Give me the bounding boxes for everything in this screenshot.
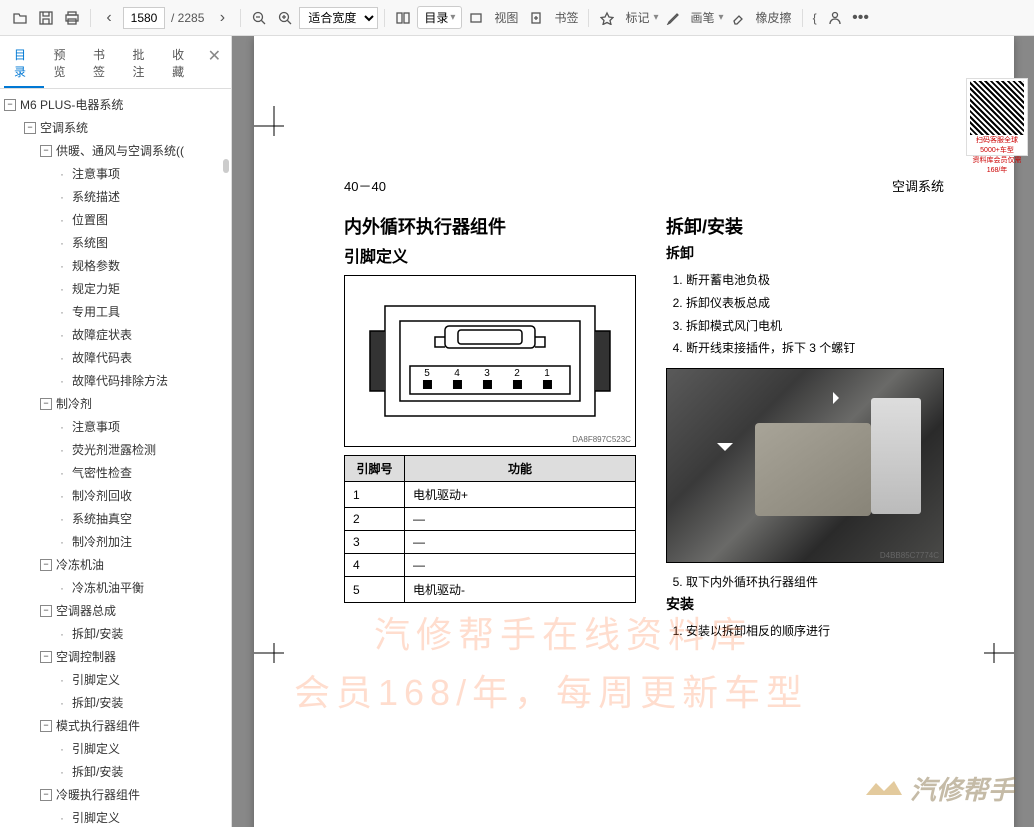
tree-item[interactable]: ·引脚定义 — [0, 668, 231, 691]
tree-item[interactable]: ·系统描述 — [0, 185, 231, 208]
heading-3b: 安装 — [666, 594, 944, 614]
tree-item[interactable]: ·专用工具 — [0, 300, 231, 323]
pin-table: 引脚号功能 1电机驱动+2—3—4—5电机驱动- — [344, 455, 636, 603]
logo-watermark: 汽修帮手 — [864, 770, 1014, 807]
heading-1b: 拆卸/安装 — [666, 213, 944, 239]
diagram-label: DA8F897C523C — [572, 435, 631, 444]
heading-2: 引脚定义 — [344, 243, 636, 267]
tree-item[interactable]: ·规格参数 — [0, 254, 231, 277]
table-row: 5电机驱动- — [345, 577, 636, 603]
tree-item[interactable]: −空调系统 — [0, 116, 231, 139]
toolbar: ‹ / 2285 › 适合宽度 目录▾ 视图 书签 标记▾ 画笔▾ 橡皮擦 { … — [0, 0, 1034, 36]
tree-item[interactable]: ·制冷剂回收 — [0, 484, 231, 507]
mark-icon[interactable] — [595, 6, 619, 30]
tab-annotations[interactable]: 批注 — [123, 40, 163, 88]
zoom-select[interactable]: 适合宽度 — [299, 7, 378, 29]
tree-item[interactable]: ·规定力矩 — [0, 277, 231, 300]
tree-item[interactable]: ·系统图 — [0, 231, 231, 254]
tree-item[interactable]: −空调器总成 — [0, 599, 231, 622]
layout-icon[interactable] — [391, 6, 415, 30]
tree-item[interactable]: ·故障代码排除方法 — [0, 369, 231, 392]
view-label[interactable]: 视图 — [494, 9, 518, 26]
eraser-label[interactable]: 橡皮擦 — [756, 9, 792, 26]
prev-page-icon[interactable]: ‹ — [97, 6, 121, 30]
tree-item[interactable]: ·引脚定义 — [0, 806, 231, 827]
open-icon[interactable] — [8, 6, 32, 30]
tree-item[interactable]: ·引脚定义 — [0, 737, 231, 760]
page-total: / 2285 — [171, 11, 204, 25]
heading-1: 内外循环执行器组件 — [344, 213, 636, 239]
tree-item[interactable]: ·位置图 — [0, 208, 231, 231]
save-icon[interactable] — [34, 6, 58, 30]
more-icon[interactable]: ••• — [849, 6, 873, 30]
outline-tree: −M6 PLUS-电器系统−空调系统−供暖、通风与空调系统((·注意事项·系统描… — [0, 89, 231, 827]
tree-item[interactable]: ·冷冻机油平衡 — [0, 576, 231, 599]
table-row: 3— — [345, 531, 636, 554]
print-icon[interactable] — [60, 6, 84, 30]
pdf-page: 40－40 空调系统 内外循环执行器组件 引脚定义 — [254, 36, 1014, 827]
zoom-in-icon[interactable] — [273, 6, 297, 30]
bookmark-icon[interactable] — [524, 6, 548, 30]
steps-list: 断开蓄电池负极拆卸仪表板总成拆卸模式风门电机断开线束接插件，拆下 3 个螺钉 — [666, 269, 944, 360]
page-number: 40－40 — [344, 176, 386, 195]
view-icon[interactable] — [464, 6, 488, 30]
photo-label: D4BB85C7774C — [880, 551, 939, 560]
sidebar: 目录 预览 书签 批注 收藏 ✕ −M6 PLUS-电器系统−空调系统−供暖、通… — [0, 36, 232, 827]
tree-item[interactable]: −冷暖执行器组件 — [0, 783, 231, 806]
main: 目录 预览 书签 批注 收藏 ✕ −M6 PLUS-电器系统−空调系统−供暖、通… — [0, 36, 1034, 827]
brace-label: { — [813, 11, 817, 25]
close-sidebar-icon[interactable]: ✕ — [202, 40, 227, 88]
tree-item[interactable]: −空调控制器 — [0, 645, 231, 668]
tree-item[interactable]: ·故障代码表 — [0, 346, 231, 369]
table-row: 1电机驱动+ — [345, 482, 636, 508]
tree-item[interactable]: ·拆卸/安装 — [0, 622, 231, 645]
tree-item[interactable]: ·拆卸/安装 — [0, 691, 231, 714]
tab-bookmarks[interactable]: 书签 — [83, 40, 123, 88]
connector-diagram: 5 4 3 2 1 DA8F897C523C — [344, 275, 636, 447]
tree-item[interactable]: ·注意事项 — [0, 415, 231, 438]
tree-item[interactable]: −供暖、通风与空调系统(( — [0, 139, 231, 162]
tab-outline[interactable]: 目录 — [4, 40, 44, 88]
tree-item[interactable]: ·制冷剂加注 — [0, 530, 231, 553]
tree-item[interactable]: ·气密性检查 — [0, 461, 231, 484]
toc-button[interactable]: 目录▾ — [417, 6, 462, 29]
svg-text:5: 5 — [424, 368, 430, 379]
svg-text:1: 1 — [544, 368, 550, 379]
steps-list: 取下内外循环执行器组件 — [666, 571, 944, 594]
scrollbar[interactable] — [223, 159, 229, 173]
svg-text:2: 2 — [514, 368, 520, 379]
sidebar-tabs: 目录 预览 书签 批注 收藏 ✕ — [0, 36, 231, 89]
bookmark-label[interactable]: 书签 — [554, 9, 578, 26]
table-row: 4— — [345, 554, 636, 577]
tree-item[interactable]: ·拆卸/安装 — [0, 760, 231, 783]
steps-list: 安装以拆卸相反的顺序进行 — [666, 620, 944, 643]
photo-diagram: D4BB85C7774C — [666, 368, 944, 563]
brush-icon[interactable] — [661, 6, 685, 30]
tab-favorites[interactable]: 收藏 — [162, 40, 202, 88]
eraser-icon[interactable] — [726, 6, 750, 30]
tree-item[interactable]: −模式执行器组件 — [0, 714, 231, 737]
tab-preview[interactable]: 预览 — [44, 40, 84, 88]
tree-item[interactable]: ·注意事项 — [0, 162, 231, 185]
mark-label[interactable]: 标记 — [625, 9, 649, 26]
next-page-icon[interactable]: › — [210, 6, 234, 30]
section-title: 空调系统 — [892, 176, 944, 195]
tree-item[interactable]: ·荧光剂泄露检测 — [0, 438, 231, 461]
zoom-out-icon[interactable] — [247, 6, 271, 30]
tree-item[interactable]: ·故障症状表 — [0, 323, 231, 346]
tree-item[interactable]: ·系统抽真空 — [0, 507, 231, 530]
tree-item[interactable]: −制冷剂 — [0, 392, 231, 415]
heading-3a: 拆卸 — [666, 243, 944, 263]
user-icon[interactable] — [823, 6, 847, 30]
svg-text:3: 3 — [484, 368, 490, 379]
content-area: 40－40 空调系统 内外循环执行器组件 引脚定义 — [232, 36, 1034, 827]
svg-text:4: 4 — [454, 368, 460, 379]
tree-root[interactable]: −M6 PLUS-电器系统 — [0, 93, 231, 116]
brush-label[interactable]: 画笔 — [691, 9, 715, 26]
qr-code: 扫码客服全球5000+车型 资料库会员仅需168/年 — [966, 78, 1028, 156]
page-input[interactable] — [123, 7, 165, 29]
table-row: 2— — [345, 508, 636, 531]
tree-item[interactable]: −冷冻机油 — [0, 553, 231, 576]
